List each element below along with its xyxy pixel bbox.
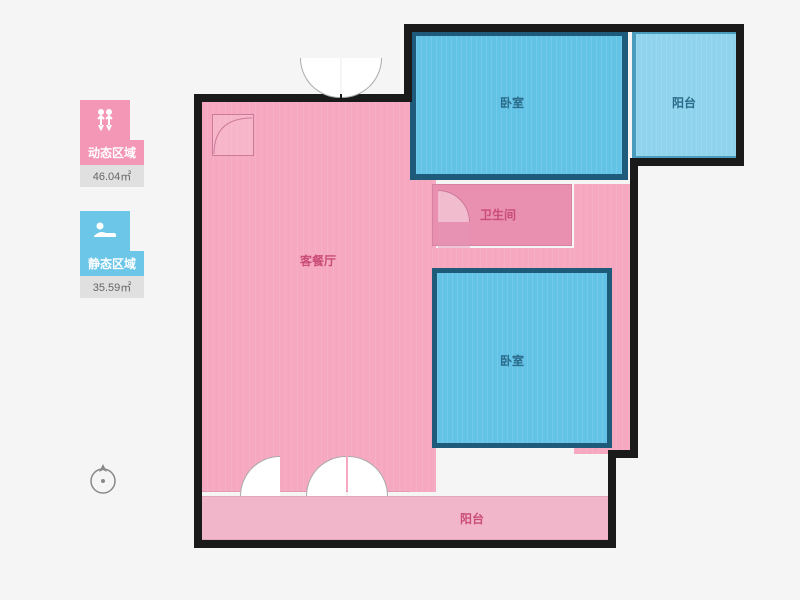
dynamic-area-icon [80,100,130,140]
door-arc-icon [438,222,470,248]
room-living [200,100,432,492]
wall-outer [404,24,744,32]
static-area-icon [80,211,130,251]
wall-outer [194,94,412,102]
label-living: 客餐厅 [300,252,336,269]
static-area-label: 静态区域 [80,251,144,276]
label-bedroom-1: 卧室 [500,94,524,111]
label-bathroom: 卫生间 [480,206,516,223]
floorplan: 客餐厅 卧室 阳台 卫生间 卧室 阳台 [190,22,760,562]
door-arc-icon [300,58,340,98]
door-arc-icon [342,58,382,98]
label-balcony-top: 阳台 [672,94,696,111]
wall-outer [736,24,744,164]
wall-outer [404,24,412,102]
dynamic-area-value: 46.04㎡ [80,165,144,187]
legend-static: 静态区域 35.59㎡ [80,211,144,298]
wall-outer [630,158,638,458]
static-area-value: 35.59㎡ [80,276,144,298]
label-bedroom-2: 卧室 [500,352,524,369]
wall-outer [194,540,616,548]
compass-icon [85,460,121,501]
closet-arc-icon [212,114,254,156]
legend-dynamic: 动态区域 46.04㎡ [80,100,144,187]
legend-panel: 动态区域 46.04㎡ 静态区域 35.59㎡ [80,100,144,322]
label-balcony-bottom: 阳台 [460,510,484,527]
wall-outer [194,94,202,546]
dynamic-area-label: 动态区域 [80,140,144,165]
wall-outer [630,158,744,166]
wall-outer [608,450,616,546]
room-balcony-bottom [200,496,612,540]
